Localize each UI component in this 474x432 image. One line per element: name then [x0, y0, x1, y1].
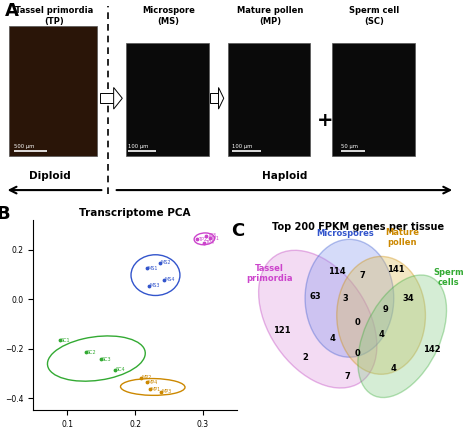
Polygon shape: [114, 88, 122, 109]
Text: 142: 142: [423, 345, 441, 354]
Ellipse shape: [358, 275, 447, 397]
Ellipse shape: [259, 250, 377, 388]
Text: MP1: MP1: [151, 387, 161, 392]
Text: Sperm cell
(SC): Sperm cell (SC): [349, 6, 400, 26]
Text: 4: 4: [391, 364, 397, 373]
Text: TP2: TP2: [198, 237, 207, 242]
Text: 50 μm: 50 μm: [341, 144, 358, 149]
Text: MS3: MS3: [149, 283, 160, 288]
Text: 114: 114: [328, 267, 346, 276]
Bar: [100, 93, 114, 103]
Text: 34: 34: [403, 294, 414, 303]
Text: 500 μm: 500 μm: [14, 144, 35, 149]
Ellipse shape: [337, 257, 426, 374]
Text: C: C: [231, 222, 245, 240]
Text: 9: 9: [383, 305, 388, 314]
Text: Microspore
(MS): Microspore (MS): [142, 6, 195, 26]
Text: 3: 3: [342, 294, 348, 303]
Text: MP4: MP4: [148, 379, 158, 384]
Text: MS4: MS4: [165, 277, 175, 282]
Text: 0: 0: [355, 318, 361, 327]
Bar: [9, 26, 97, 156]
Text: Tassel primordia
(TP): Tassel primordia (TP): [15, 6, 94, 26]
Text: MP3: MP3: [162, 389, 172, 394]
Text: 7: 7: [345, 372, 350, 381]
Bar: [228, 43, 310, 156]
Text: MS1: MS1: [148, 266, 158, 271]
Text: 0: 0: [355, 349, 361, 358]
Text: SC1: SC1: [61, 337, 71, 343]
Text: SC3: SC3: [102, 356, 111, 362]
Text: Sperm
cells: Sperm cells: [433, 268, 464, 287]
Text: MS2: MS2: [161, 260, 172, 265]
Text: 4: 4: [329, 334, 336, 343]
Text: Tassel
primordia: Tassel primordia: [246, 264, 292, 283]
Text: TP1: TP1: [210, 236, 219, 241]
Title: Transcriptome PCA: Transcriptome PCA: [79, 208, 191, 218]
Text: 63: 63: [310, 292, 321, 301]
Text: +: +: [317, 111, 333, 130]
Text: Mature
pollen: Mature pollen: [385, 228, 419, 247]
Text: SC4: SC4: [115, 367, 125, 372]
Text: 4: 4: [378, 330, 384, 339]
Text: TP3: TP3: [207, 233, 216, 238]
Bar: [210, 93, 219, 103]
Text: SC2: SC2: [87, 350, 97, 355]
Text: 141: 141: [387, 265, 405, 274]
Text: TP4: TP4: [205, 240, 214, 245]
Polygon shape: [219, 88, 224, 109]
Text: Top 200 FPKM genes per tissue: Top 200 FPKM genes per tissue: [272, 222, 444, 232]
Text: Haploid: Haploid: [262, 171, 307, 181]
Bar: [126, 43, 209, 156]
Text: 100 μm: 100 μm: [128, 144, 148, 149]
Text: 7: 7: [359, 271, 365, 280]
Text: B: B: [0, 205, 10, 223]
Ellipse shape: [305, 239, 394, 357]
Bar: [332, 43, 415, 156]
Text: Mature pollen
(MP): Mature pollen (MP): [237, 6, 303, 26]
Text: MP2: MP2: [141, 375, 152, 380]
Text: Diploid: Diploid: [29, 171, 71, 181]
Text: 100 μm: 100 μm: [232, 144, 253, 149]
Text: Microspores: Microspores: [316, 229, 374, 238]
Text: A: A: [5, 2, 18, 20]
Text: 121: 121: [273, 326, 291, 335]
Text: 2: 2: [302, 353, 308, 362]
